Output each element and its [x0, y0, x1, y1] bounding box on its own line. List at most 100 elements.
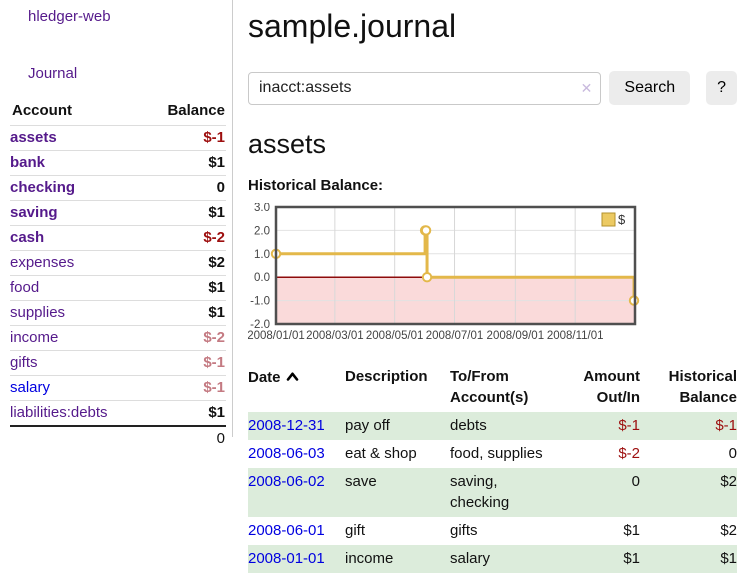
transaction-date-link[interactable]: 2008-06-03 [248, 445, 325, 462]
transaction-accounts: food, supplies [450, 445, 543, 462]
account-row: food $1 [10, 275, 226, 301]
accounts-header-account: Account [12, 102, 72, 119]
svg-text:2008/07/01: 2008/07/01 [426, 330, 484, 342]
sidebar: hledger-web Journal Account Balance asse… [0, 0, 233, 447]
svg-text:$: $ [618, 212, 626, 227]
account-link-liabilities-debts[interactable]: liabilities:debts [10, 404, 108, 421]
search-box: ✕ [248, 71, 602, 105]
svg-text:-2.0: -2.0 [250, 319, 270, 331]
table-row: 2008-06-02 save saving, checking 0 $2 [248, 468, 737, 517]
table-row: 2008-06-01 gift gifts $1 $2 [248, 517, 737, 545]
transaction-amount: $1 [623, 550, 640, 567]
table-row: 2008-01-01 income salary $1 $1 [248, 545, 737, 573]
sort-ascending-icon [286, 366, 299, 387]
transaction-description: pay off [345, 417, 390, 434]
account-row: liabilities:debts $1 [10, 400, 226, 427]
sidebar-item-journal[interactable]: Journal [28, 65, 78, 82]
account-row: checking 0 [10, 175, 226, 201]
table-row: 2008-06-03 eat & shop food, supplies $-2 0 [248, 440, 737, 468]
account-balance: $1 [208, 304, 225, 321]
account-link-income[interactable]: income [10, 329, 59, 346]
account-link-bank[interactable]: bank [10, 154, 46, 171]
register-header-row: Date Description To/From Account(s) Amou… [248, 364, 737, 412]
register-table: Date Description To/From Account(s) Amou… [248, 364, 737, 573]
account-link-checking[interactable]: checking [10, 179, 76, 196]
account-balance: $-1 [203, 129, 225, 146]
search-input[interactable] [248, 71, 602, 105]
transaction-accounts: debts [450, 417, 487, 434]
register-header-date[interactable]: Date [248, 364, 345, 412]
account-link-saving[interactable]: saving [10, 204, 58, 221]
transaction-amount: $1 [623, 522, 640, 539]
account-row: assets $-1 [10, 125, 226, 151]
transaction-amount: 0 [631, 473, 640, 490]
svg-text:3.0: 3.0 [254, 203, 270, 214]
svg-text:2008/03/01: 2008/03/01 [306, 330, 364, 342]
historical-balance-chart: $ -2.0 -1.0 0.0 1.0 2.0 3.0 2008/01/01 2008/03/0… [248, 203, 640, 342]
account-link-gifts[interactable]: gifts [10, 354, 38, 371]
account-link-expenses[interactable]: expenses [10, 254, 75, 271]
svg-text:1.0: 1.0 [254, 249, 270, 261]
search-button[interactable]: Search [609, 71, 691, 105]
clear-search-icon[interactable]: ✕ [580, 79, 593, 96]
svg-text:2008/11/01: 2008/11/01 [547, 330, 604, 342]
account-balance: $-1 [203, 354, 225, 371]
account-link-supplies[interactable]: supplies [10, 304, 66, 321]
account-balance: $1 [208, 154, 225, 171]
page-title: sample.journal [248, 8, 457, 44]
svg-text:2008/01/01: 2008/01/01 [248, 330, 305, 342]
transaction-amount: $-1 [618, 417, 640, 434]
transaction-accounts: saving, checking [450, 473, 510, 511]
account-link-salary[interactable]: salary [10, 379, 51, 396]
transaction-description: gift [345, 522, 366, 539]
account-row: saving $1 [10, 200, 226, 226]
account-balance: $1 [208, 279, 225, 296]
account-balance: $-2 [203, 229, 225, 246]
transaction-description: eat & shop [345, 445, 417, 462]
transaction-description: income [345, 550, 394, 567]
accounts-table: Account Balance assets $-1 bank $1 checking 0… [10, 102, 226, 447]
account-row: bank $1 [10, 150, 226, 176]
register-header-accounts: To/From Account(s) [450, 368, 529, 406]
transaction-balance: $2 [720, 522, 737, 539]
transaction-balance: 0 [728, 445, 737, 462]
account-balance: $2 [208, 254, 225, 271]
account-balance: $1 [208, 204, 225, 221]
register-header-balance: Historical Balance [668, 368, 737, 406]
account-balance: $-1 [203, 379, 225, 396]
svg-text:2.0: 2.0 [254, 225, 270, 237]
account-balance: $1 [208, 404, 225, 421]
account-row: gifts $-1 [10, 350, 226, 376]
search-row: ✕ Search ? [248, 71, 737, 105]
transaction-date-link[interactable]: 2008-12-31 [248, 417, 325, 434]
account-row: income $-2 [10, 325, 226, 351]
account-link-assets[interactable]: assets [10, 129, 57, 146]
transaction-date-link[interactable]: 2008-06-01 [248, 522, 325, 539]
help-button[interactable]: ? [706, 71, 737, 105]
transaction-amount: $-2 [618, 445, 640, 462]
account-heading: assets [248, 129, 327, 159]
date-header-label: Date [248, 369, 281, 386]
account-link-cash[interactable]: cash [10, 229, 45, 246]
svg-text:2008/05/01: 2008/05/01 [366, 330, 424, 342]
chart-title: Historical Balance: [248, 177, 384, 194]
account-link-food[interactable]: food [10, 279, 40, 296]
account-row: supplies $1 [10, 300, 226, 326]
brand-link[interactable]: hledger-web [28, 8, 111, 25]
transaction-accounts: gifts [450, 522, 478, 539]
main-content: sample.journal ✕ Search ? assets Histori… [248, 0, 737, 573]
accounts-header-balance: Balance [167, 102, 225, 119]
account-row: cash $-2 [10, 225, 226, 251]
register-header-description: Description [345, 368, 428, 385]
account-balance: 0 [216, 179, 225, 196]
transaction-accounts: salary [450, 550, 491, 567]
transaction-date-link[interactable]: 2008-06-02 [248, 473, 325, 490]
svg-text:0.0: 0.0 [254, 272, 270, 284]
svg-text:2008/09/01: 2008/09/01 [487, 330, 545, 342]
svg-text:-1.0: -1.0 [250, 296, 270, 308]
accounts-total-value: 0 [216, 430, 225, 447]
accounts-total-row: 0 [10, 426, 226, 447]
transaction-balance: $1 [720, 550, 737, 567]
account-row: expenses $2 [10, 250, 226, 276]
transaction-date-link[interactable]: 2008-01-01 [248, 550, 325, 567]
